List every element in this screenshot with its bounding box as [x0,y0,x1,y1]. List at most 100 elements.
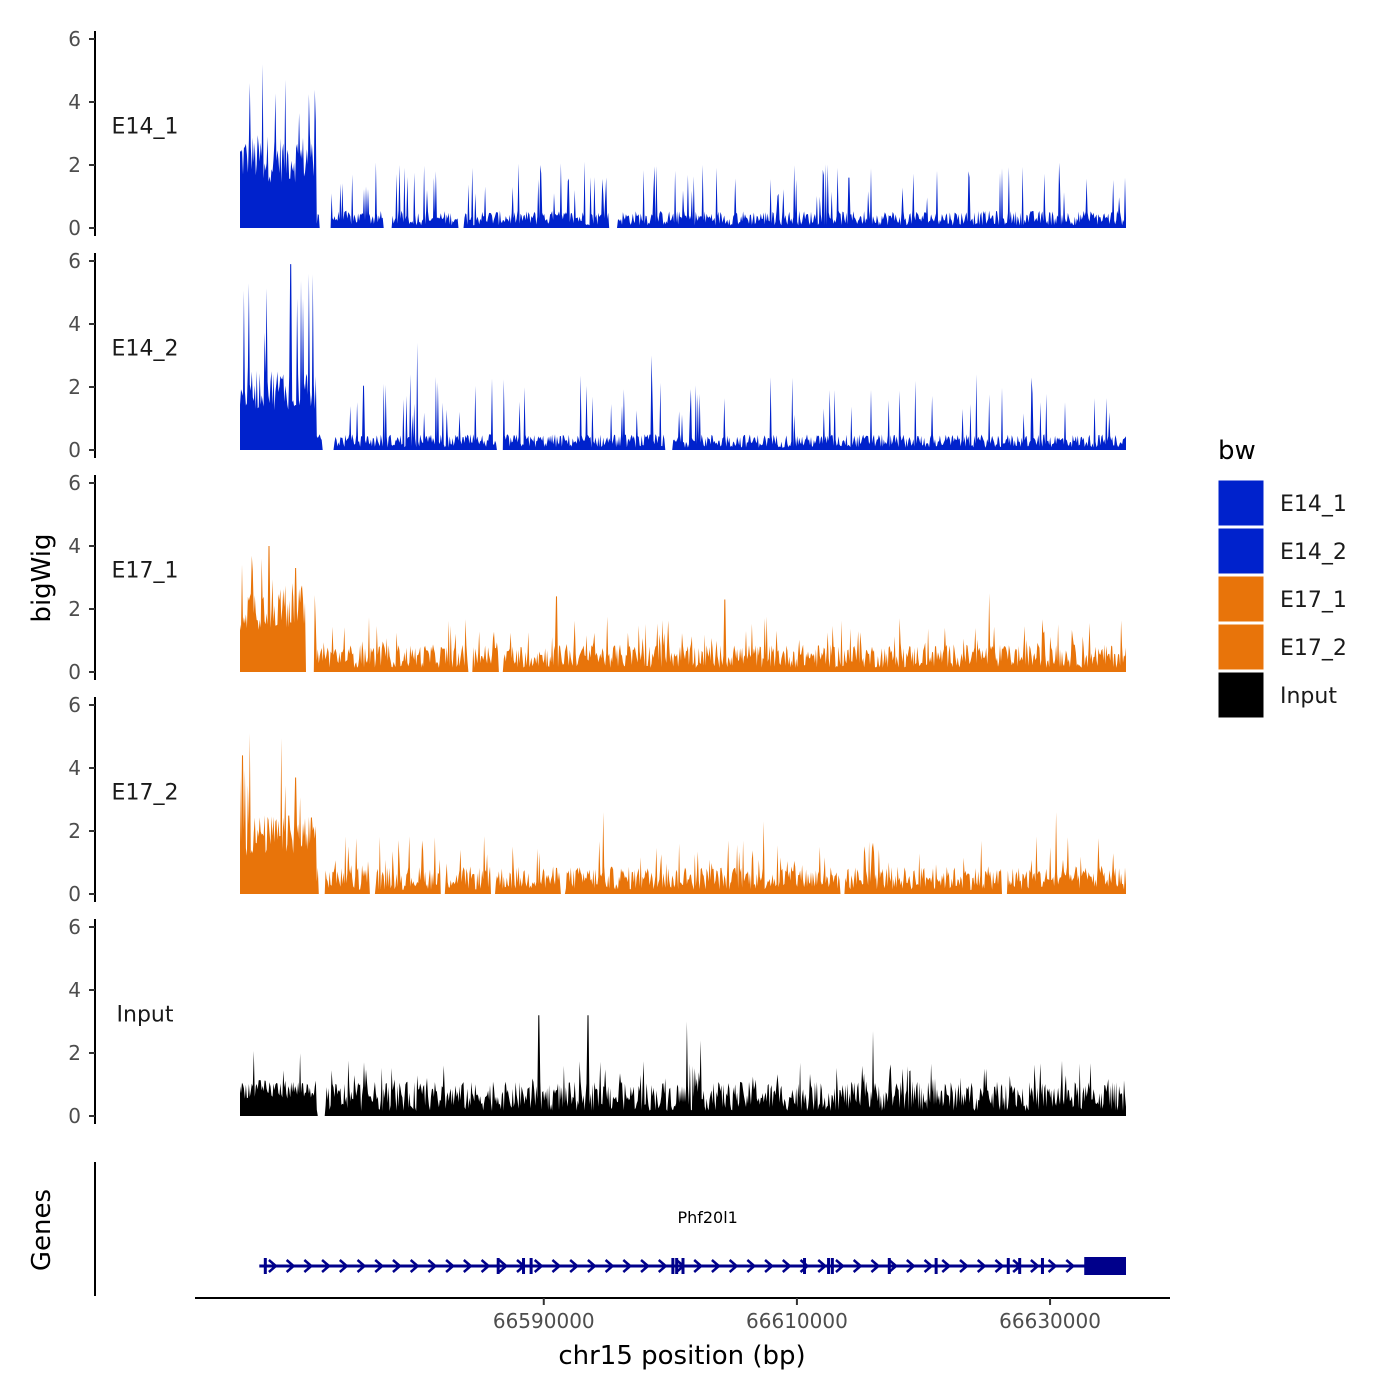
strand-arrow-icon [941,1259,952,1273]
strand-arrow-icon [303,1259,314,1273]
exon-mark [1006,1258,1010,1274]
x-tick-label: 66630000 [999,1309,1101,1333]
track-label: E14_2 [112,337,179,362]
exon-mark [675,1258,679,1274]
y-tick-label: 4 [68,90,81,114]
legend-swatch [1217,671,1265,719]
strand-arrow-icon [781,1259,792,1273]
strand-arrow-icon [569,1259,580,1273]
y-axis-title: bigWig [27,533,57,622]
track-e17-2: 0 2 4 6 E17_2 [68,693,1126,906]
strand-arrow-icon [799,1259,810,1273]
exon-mark [529,1258,533,1274]
strand-arrow-icon [1047,1259,1058,1273]
y-tick-label: 4 [68,534,81,558]
exon-mark [263,1258,267,1274]
exon-mark [827,1258,831,1274]
strand-arrow-icon [338,1259,349,1273]
y-tick-label: 4 [68,312,81,336]
y-tick-label: 6 [68,471,81,495]
strand-arrow-icon [1065,1259,1076,1273]
genes-panel-title: Genes [27,1189,57,1271]
legend-label: E14_2 [1280,540,1347,565]
y-tick-label: 0 [68,438,81,462]
strand-arrow-icon [622,1259,633,1273]
track-input: 0 2 4 6 Input [68,915,1126,1128]
strand-arrow-icon [711,1259,721,1273]
exon-mark [671,1258,675,1274]
gene-panel: Phf20l1 [94,1162,1126,1296]
utr-block [1084,1257,1126,1275]
y-tick-label: 2 [68,153,81,177]
exon-mark [522,1258,526,1274]
track-label: E14_1 [112,115,179,140]
strand-arrow-icon [1030,1259,1040,1273]
y-tick-label: 0 [68,1104,81,1128]
x-axis: 66590000 66610000 66630000 [195,1297,1170,1333]
strand-arrow-icon [976,1259,987,1273]
strand-arrow-icon [959,1259,969,1273]
y-tick-label: 4 [68,978,81,1002]
strand-arrow-icon [587,1259,597,1273]
strand-arrow-icon [445,1259,456,1273]
strand-arrow-icon [870,1259,881,1273]
x-axis-title: chr15 position (bp) [558,1341,805,1371]
strand-arrow-icon [764,1259,774,1273]
signal-area-e14-1 [240,64,1126,228]
strand-arrow-icon [392,1259,402,1273]
y-tick-label: 6 [68,915,81,939]
strand-arrow-icon [268,1259,278,1273]
strand-arrow-icon [693,1259,704,1273]
y-tick-label: 6 [68,249,81,273]
legend: bw E14_1 E14_2 E17_1 E17_2 Input [1217,436,1347,719]
y-tick-label: 2 [68,597,81,621]
strand-arrow-icon [551,1259,562,1273]
strand-arrow-icon [498,1259,509,1273]
track-label: E17_1 [112,559,179,584]
x-tick-label: 66610000 [746,1309,848,1333]
strand-arrow-icon [906,1259,916,1273]
strand-arrow-icon [463,1259,473,1273]
exon-mark [934,1258,938,1274]
y-tick-label: 2 [68,375,81,399]
exon-mark [887,1258,891,1274]
strand-arrow-icon [994,1259,1005,1273]
exon-mark [1040,1258,1044,1274]
strand-arrow-icon [480,1259,491,1273]
y-tick-label: 4 [68,756,81,780]
legend-swatch [1217,623,1265,671]
strand-arrow-icon [852,1259,863,1273]
y-tick-label: 6 [68,693,81,717]
track-label: E17_2 [112,781,179,806]
strand-arrow-icon [835,1259,845,1273]
legend-swatch [1217,575,1265,623]
y-tick-label: 6 [68,27,81,51]
strand-arrow-icon [285,1259,296,1273]
y-tick-label: 2 [68,1041,81,1065]
track-e14-2: 0 2 4 6 E14_2 [68,249,1126,462]
exon-mark [1018,1258,1022,1274]
y-tick-label: 0 [68,216,81,240]
strand-arrow-icon [374,1259,385,1273]
strand-arrow-icon [356,1259,367,1273]
strand-arrow-icon [427,1259,438,1273]
strand-arrow-icon [604,1259,615,1273]
signal-area-e17-1 [240,546,1126,672]
strand-arrow-icon [321,1259,331,1273]
exon-mark [803,1258,807,1274]
signal-area-e14-2 [240,264,1126,450]
track-label: Input [117,1003,174,1028]
track-e17-1: 0 2 4 6 E17_1 [68,471,1126,684]
exon-mark [496,1258,500,1274]
strand-arrow-icon [817,1259,828,1273]
legend-label: E17_1 [1280,588,1347,613]
exon-mark [681,1258,685,1274]
signal-area-input [240,1015,1126,1116]
x-tick-label: 66590000 [493,1309,595,1333]
strand-arrow-icon [409,1259,420,1273]
y-tick-label: 0 [68,882,81,906]
strand-arrow-icon [923,1259,934,1273]
strand-arrow-icon [640,1259,650,1273]
strand-arrow-icon [746,1259,757,1273]
